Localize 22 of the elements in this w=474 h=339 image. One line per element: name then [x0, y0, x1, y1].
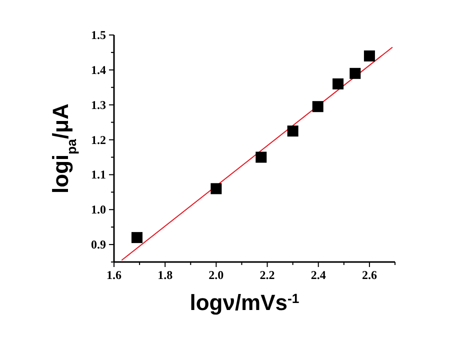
point	[332, 78, 344, 90]
point	[210, 183, 222, 194]
point	[131, 232, 142, 244]
x-tick-label: 1.6	[106, 268, 122, 282]
x-tick-label: 2.6	[362, 268, 377, 282]
point	[287, 126, 298, 137]
x-tick-label: 2.0	[208, 268, 224, 282]
y-tick-label: 1.4	[91, 62, 106, 77]
y-tick-label: 1.5	[91, 28, 106, 42]
point	[364, 50, 375, 62]
y-tick-label: 1.2	[91, 132, 106, 147]
y-tick-label: 1.1	[91, 168, 106, 182]
x-tick-label: 1.8	[158, 268, 173, 282]
point	[350, 68, 361, 79]
x-tick-label: 2.4	[310, 268, 326, 282]
y-tick-label: 0.9	[91, 238, 106, 252]
point	[256, 152, 267, 163]
y-tick-label: 1.0	[91, 202, 106, 217]
x-tick-label: 2.2	[260, 268, 275, 282]
x-axis-title: logν/mVs$^{-1}$	[190, 290, 300, 315]
y-tick-label: 1.3	[91, 98, 106, 112]
point	[312, 101, 324, 112]
